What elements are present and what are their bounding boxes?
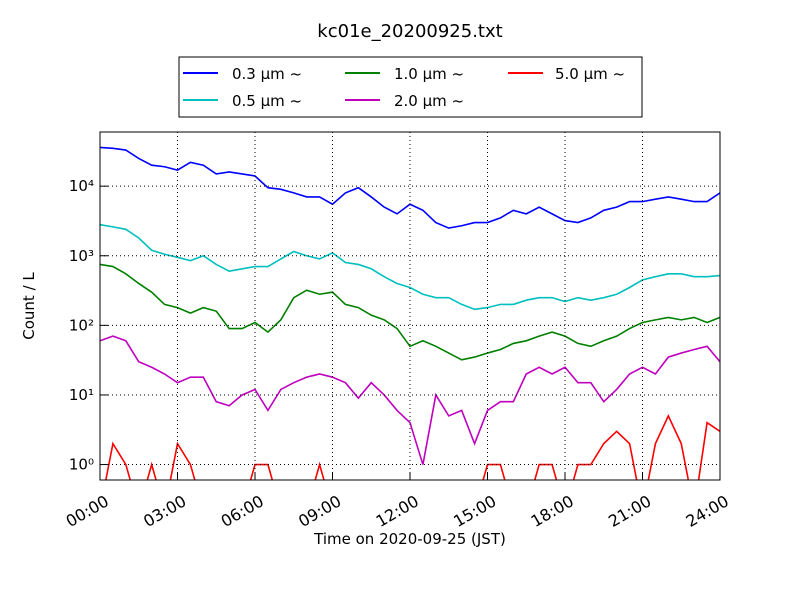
legend-label: 0.3 μm ~ bbox=[232, 65, 302, 83]
legend-label: 0.5 μm ~ bbox=[232, 92, 302, 110]
series-line bbox=[100, 335, 720, 465]
x-tick-label: 24:00 bbox=[683, 491, 732, 531]
y-tick-label: 10¹ bbox=[69, 386, 94, 404]
y-tick-label: 10² bbox=[69, 316, 94, 334]
series-line bbox=[105, 414, 720, 480]
x-tick-label: 21:00 bbox=[605, 491, 654, 531]
y-tick-label: 10⁴ bbox=[69, 177, 94, 195]
x-tick-label: 00:00 bbox=[63, 491, 112, 531]
y-tick-label: 10³ bbox=[69, 247, 94, 265]
x-tick-label: 15:00 bbox=[450, 491, 499, 531]
series-line bbox=[100, 263, 720, 361]
x-tick-label: 18:00 bbox=[528, 491, 577, 531]
x-tick-label: 12:00 bbox=[373, 491, 422, 531]
x-tick-label: 03:00 bbox=[140, 491, 189, 531]
legend-label: 2.0 μm ~ bbox=[394, 92, 464, 110]
y-tick-label: 10⁰ bbox=[69, 456, 94, 474]
series-line bbox=[100, 223, 720, 311]
x-axis-label: Time on 2020-09-25 (JST) bbox=[313, 530, 506, 548]
legend-box bbox=[178, 56, 643, 118]
legend-label: 1.0 μm ~ bbox=[394, 65, 464, 83]
y-axis-label: Count / L bbox=[20, 272, 38, 340]
series-line bbox=[100, 146, 720, 229]
legend-label: 5.0 μm ~ bbox=[555, 65, 625, 83]
chart-title: kc01e_20200925.txt bbox=[317, 21, 502, 42]
x-tick-label: 09:00 bbox=[295, 491, 344, 531]
x-tick-label: 06:00 bbox=[218, 491, 267, 531]
